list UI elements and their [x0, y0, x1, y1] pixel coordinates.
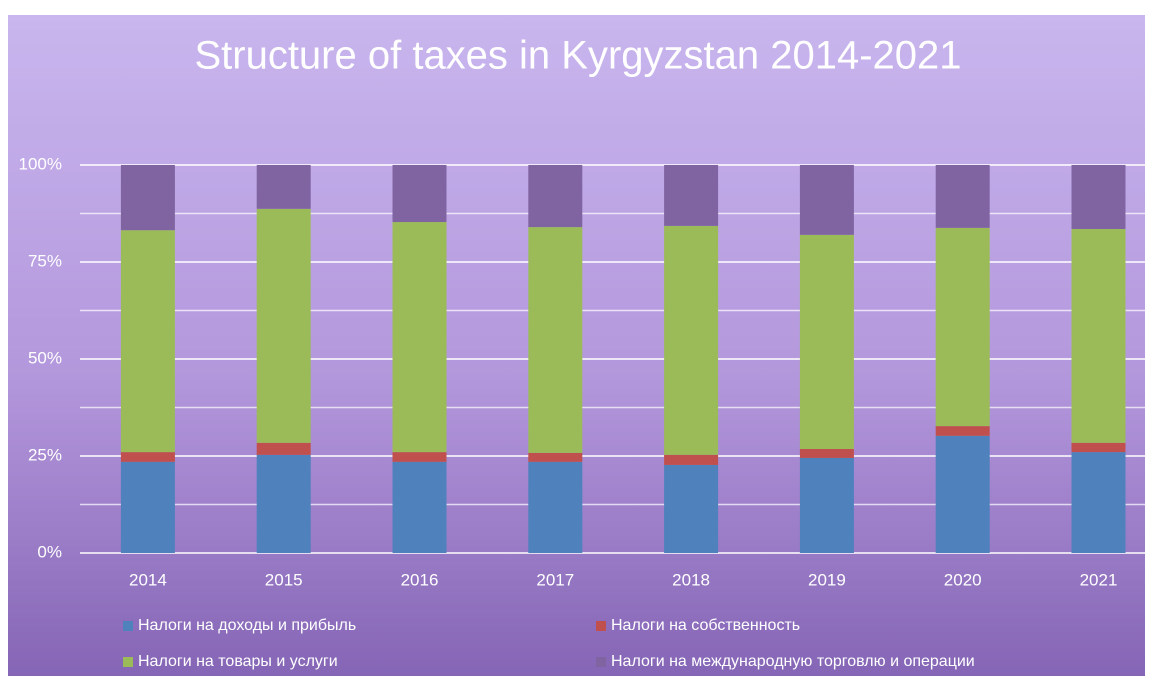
bar-segment — [120, 230, 175, 453]
x-tick-label: 2020 — [944, 570, 982, 589]
x-tick-label: 2015 — [265, 570, 303, 589]
bar-segment — [256, 442, 311, 455]
chart-title: Structure of taxes in Kyrgyzstan 2014-20… — [194, 34, 961, 78]
bar-segment — [664, 225, 719, 455]
bar-segment — [799, 449, 854, 458]
bar-segment — [799, 457, 854, 553]
legend-swatch — [596, 657, 606, 667]
x-tick-label: 2018 — [672, 570, 710, 589]
bar-segment — [1071, 452, 1126, 553]
x-tick-label: 2021 — [1080, 570, 1118, 589]
x-tick-label: 2014 — [129, 570, 167, 589]
legend-label: Налоги на международную торговлю и опера… — [611, 653, 975, 670]
y-tick-label: 100% — [19, 154, 62, 173]
bar-segment — [392, 165, 447, 223]
bar-segment — [392, 452, 447, 462]
legend-label: Налоги на товары и услуги — [138, 653, 338, 670]
bar-segment — [256, 165, 311, 209]
bar-segment — [935, 435, 990, 553]
bar-segment — [799, 234, 854, 450]
bar-segment — [256, 454, 311, 553]
y-tick-label: 0% — [37, 542, 62, 561]
x-tick-label: 2016 — [401, 570, 439, 589]
bar-segment — [799, 165, 854, 235]
legend-swatch — [123, 657, 133, 667]
bar-segment — [1071, 229, 1126, 443]
bar-segment — [256, 208, 311, 443]
x-tick-label: 2017 — [536, 570, 574, 589]
bar-segment — [528, 227, 583, 453]
bar-segment — [120, 452, 175, 462]
bar-segment — [1071, 442, 1126, 453]
legend-label: Налоги на доходы и прибыль — [138, 617, 356, 634]
bar-segment — [664, 454, 719, 465]
x-tick-label: 2019 — [808, 570, 846, 589]
bar-segment — [664, 464, 719, 553]
bar-segment — [392, 222, 447, 453]
y-tick-label: 50% — [28, 348, 62, 367]
bar-segment — [935, 227, 990, 427]
bar-segment — [392, 461, 447, 553]
y-tick-label: 75% — [28, 251, 62, 270]
bar-segment — [528, 452, 583, 462]
bar-segment — [935, 426, 990, 436]
legend-label: Налоги на собственность — [611, 617, 800, 634]
bar-segment — [935, 165, 990, 228]
legend-swatch — [596, 621, 606, 631]
bar-segment — [120, 461, 175, 553]
bar-segment — [664, 165, 719, 226]
bar-segment — [528, 461, 583, 553]
bar-segment — [1071, 165, 1126, 230]
legend-swatch — [123, 621, 133, 631]
bar-segment — [528, 165, 583, 228]
bar-segment — [120, 165, 175, 231]
y-tick-label: 25% — [28, 445, 62, 464]
